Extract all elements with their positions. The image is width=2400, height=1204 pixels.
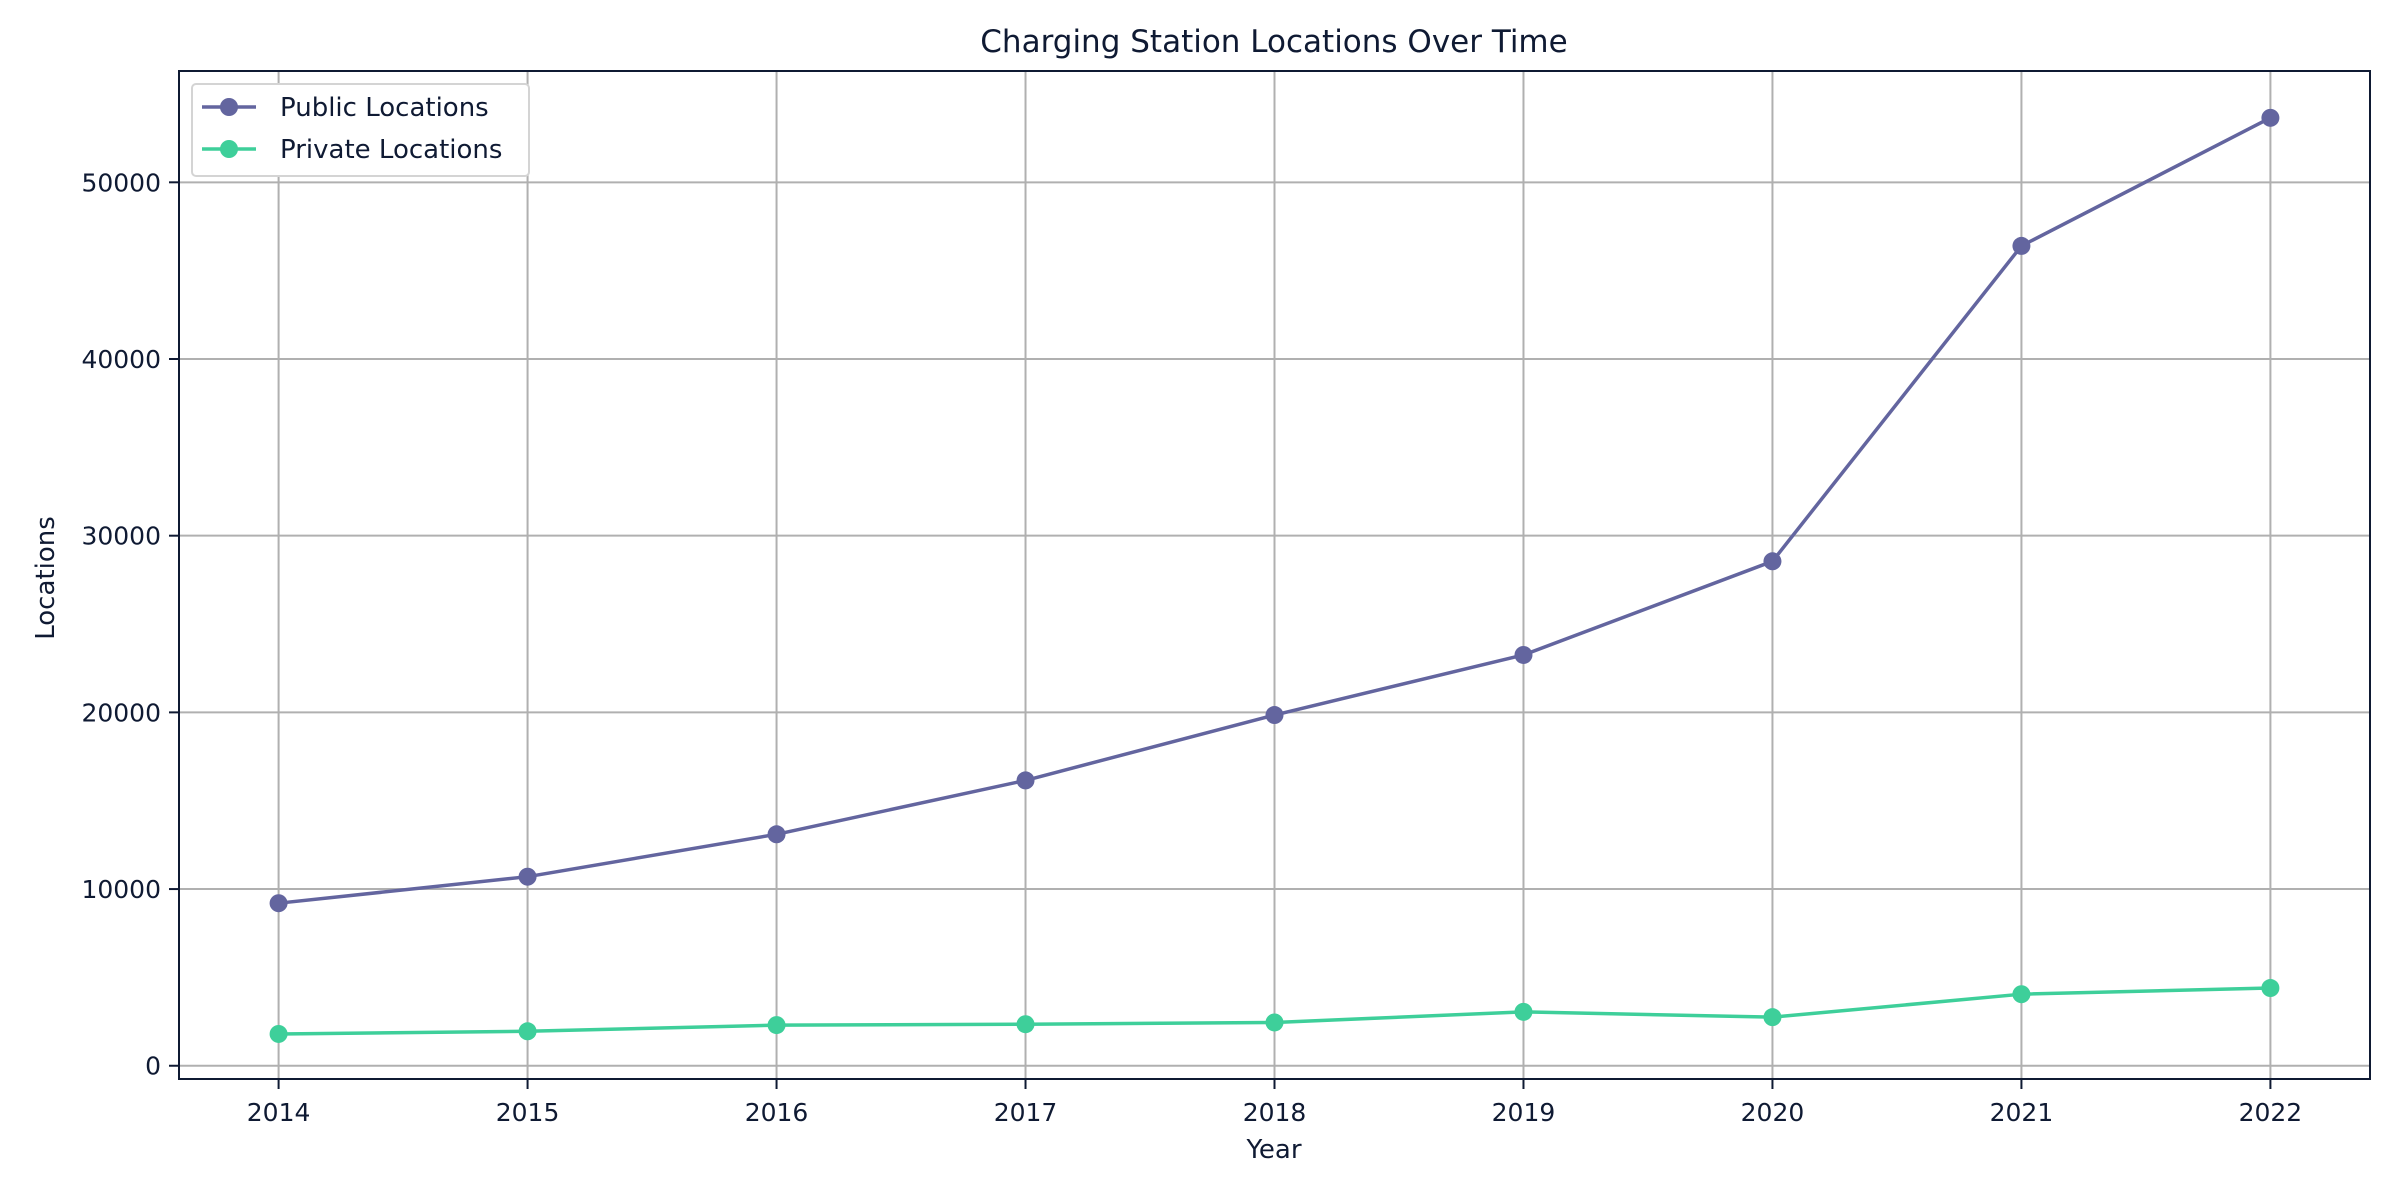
data-point-1 [2012, 236, 2031, 255]
x-tick-label: 2016 [745, 1098, 809, 1127]
y-tick-label: 20000 [81, 698, 161, 727]
x-tick-label: 2020 [1741, 1098, 1805, 1127]
data-point-2 [2012, 985, 2031, 1004]
x-tick-label: 2022 [2239, 1098, 2303, 1127]
legend-box [191, 83, 530, 177]
data-point-2 [518, 1022, 537, 1041]
data-point-2 [1514, 1002, 1533, 1021]
data-point-1 [518, 867, 537, 886]
axes-layer: 2014 2015 2016 2017 2018 2019 2020 2021 2022 0 100… [81, 70, 2371, 1127]
y-tick-label: 40000 [81, 345, 161, 374]
y-tick-label: 0 [145, 1052, 161, 1081]
data-point-1 [1016, 771, 1035, 790]
data-point-1 [767, 825, 786, 844]
data-point-1 [1514, 645, 1533, 664]
data-point-1 [1265, 706, 1284, 725]
data-point-2 [767, 1016, 786, 1035]
legend-label: Private Locations [280, 135, 502, 165]
chart-title: Charging Station Locations Over Time [980, 24, 1567, 60]
x-tick-label: 2021 [1990, 1098, 2054, 1127]
x-tick-label: 2015 [496, 1098, 560, 1127]
legend-swatch-marker [220, 98, 238, 116]
legend-swatch-marker [220, 140, 238, 158]
data-point-2 [1265, 1013, 1284, 1032]
x-tick-label: 2019 [1492, 1098, 1556, 1127]
data-point-2 [1763, 1008, 1782, 1027]
data-point-2 [2261, 979, 2280, 998]
x-tick-label: 2014 [247, 1098, 311, 1127]
data-point-1 [1763, 552, 1782, 571]
x-axis-label: Year [1245, 1135, 1301, 1165]
data-point-1 [269, 894, 288, 913]
legend-label: Public Locations [280, 93, 489, 123]
series-layer [269, 108, 2280, 1043]
data-point-2 [269, 1024, 288, 1043]
x-tick-label: 2018 [1243, 1098, 1307, 1127]
legend: Public Locations Private Locations [191, 83, 530, 177]
y-tick-label: 50000 [81, 168, 161, 197]
y-tick-label: 10000 [81, 875, 161, 904]
y-tick-label: 30000 [81, 522, 161, 551]
data-point-2 [1016, 1015, 1035, 1034]
data-point-1 [2261, 108, 2280, 127]
grid-layer [179, 71, 2370, 1079]
y-axis-label: Locations [31, 516, 61, 640]
x-tick-label: 2017 [994, 1098, 1058, 1127]
